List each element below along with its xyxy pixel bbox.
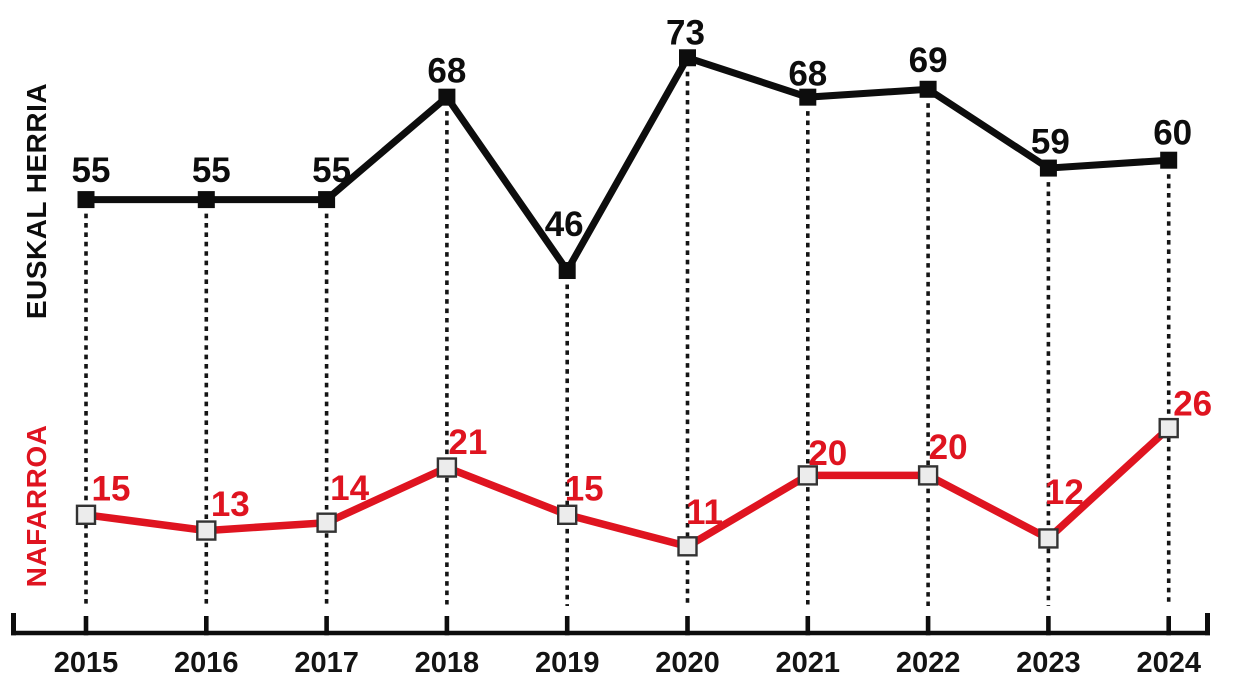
x-tick-label: 2024 — [1136, 647, 1201, 679]
euskal-herria-value-label: 73 — [666, 13, 705, 52]
nafarroa-data-point-marker — [436, 457, 458, 478]
euskal-herria-line — [86, 53, 1169, 278]
euskal-herria-data-point-marker — [1039, 159, 1057, 177]
nafarroa-data-point-marker — [316, 512, 337, 533]
nafarroa-value-label: 11 — [686, 493, 723, 532]
nafarroa-value-label: 13 — [211, 485, 250, 524]
euskal-herria-data-point-marker — [318, 191, 336, 209]
x-tick-label: 2017 — [294, 647, 359, 679]
x-tick-label: 2020 — [655, 647, 720, 679]
nafarroa-data-point-marker — [797, 465, 818, 486]
euskal-herria-value-label: 55 — [72, 151, 111, 190]
nafarroa-data-point-marker — [677, 536, 698, 557]
nafarroa-value-label: 15 — [565, 469, 604, 508]
euskal-herria-value-label: 46 — [545, 205, 584, 244]
euskal-herria-value-label: 69 — [909, 41, 948, 80]
nafarroa-value-label: 26 — [1173, 385, 1212, 424]
euskal-herria-value-label: 59 — [1031, 123, 1070, 162]
nafarroa-value-label: 12 — [1045, 473, 1084, 512]
nafarroa-value-label: 20 — [929, 428, 968, 467]
nafarroa-data-point-marker — [1038, 528, 1059, 549]
x-tick-label: 2016 — [174, 647, 239, 679]
euskal-herria-value-label: 60 — [1153, 114, 1192, 153]
nafarroa-data-point-marker — [196, 520, 217, 541]
nafarroa-value-label: 14 — [330, 469, 369, 508]
euskal-herria-data-point-marker — [799, 88, 817, 106]
euskal-herria-data-point-marker — [197, 191, 215, 209]
euskal-herria-data-point-marker — [679, 49, 696, 67]
euskal-herria-value-label: 68 — [427, 52, 466, 91]
euskal-herria-value-label: 55 — [312, 151, 351, 190]
x-tick-label: 2019 — [535, 647, 600, 679]
x-tick-label: 2021 — [776, 647, 841, 679]
euskal-herria-value-label: 68 — [788, 55, 827, 94]
nafarroa-data-point-marker — [75, 504, 97, 525]
nafarroa-value-label: 21 — [448, 423, 487, 462]
nafarroa-line — [85, 425, 1172, 551]
euskal-herria-data-point-marker — [558, 262, 576, 280]
nafarroa-data-point-marker — [557, 504, 578, 525]
x-tick-label: 2018 — [415, 647, 480, 679]
euskal-herria-data-point-marker — [919, 80, 937, 98]
euskal-herria-data-point-marker — [1160, 151, 1178, 169]
nafarroa-value-label: 20 — [808, 434, 847, 473]
nafarroa-data-point-marker — [1158, 417, 1179, 439]
euskal-herria-data-point-marker — [77, 191, 95, 209]
nafarroa-value-label: 15 — [92, 469, 131, 508]
x-tick-label: 2022 — [896, 647, 961, 679]
x-tick-label: 2023 — [1016, 647, 1081, 679]
euskal-herria-value-label: 55 — [192, 151, 231, 190]
x-tick-label: 2015 — [54, 647, 119, 679]
nafarroa-data-point-marker — [917, 465, 939, 486]
euskal-herria-data-point-marker — [438, 88, 456, 106]
